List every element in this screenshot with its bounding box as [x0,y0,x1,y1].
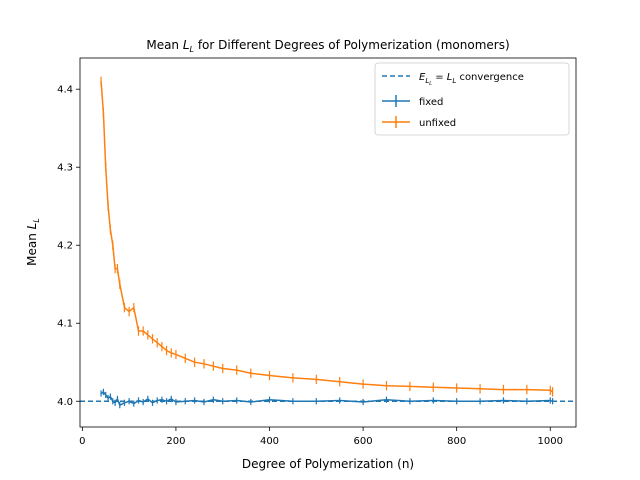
y-axis: 4.0 4.1 4.2 4.3 4.4 [57,85,80,408]
x-tick-label: 0 [79,436,85,447]
x-tick-label: 600 [354,436,373,447]
series-unfixed [100,76,554,397]
y-tick-label: 4.2 [57,241,73,252]
y-tick-label: 4.3 [57,163,73,174]
x-axis: 0 200 400 600 800 1000 [79,427,563,447]
series-fixed [100,388,554,409]
legend-unfixed-label: unfixed [419,118,456,129]
x-tick-label: 800 [447,436,466,447]
legend-fixed-label: fixed [419,97,443,108]
x-tick-label: 200 [166,436,185,447]
y-tick-label: 4.1 [57,319,73,330]
x-tick-label: 400 [260,436,279,447]
legend: ELL = LL convergence fixed unfixed [374,62,570,136]
x-axis-title: Degree of Polymerization (n) [242,457,414,471]
x-tick-label: 1000 [538,436,563,447]
legend-box [374,62,570,136]
y-tick-label: 4.4 [57,85,73,96]
y-tick-label: 4.0 [57,397,73,408]
legend-reference-label: ELL = LL convergence [419,72,524,87]
y-axis-title: Mean LL [25,218,41,266]
plot-frame [79,57,577,428]
chart-title: Mean LL for Different Degrees of Polymer… [146,38,509,54]
plot-area [80,76,576,409]
